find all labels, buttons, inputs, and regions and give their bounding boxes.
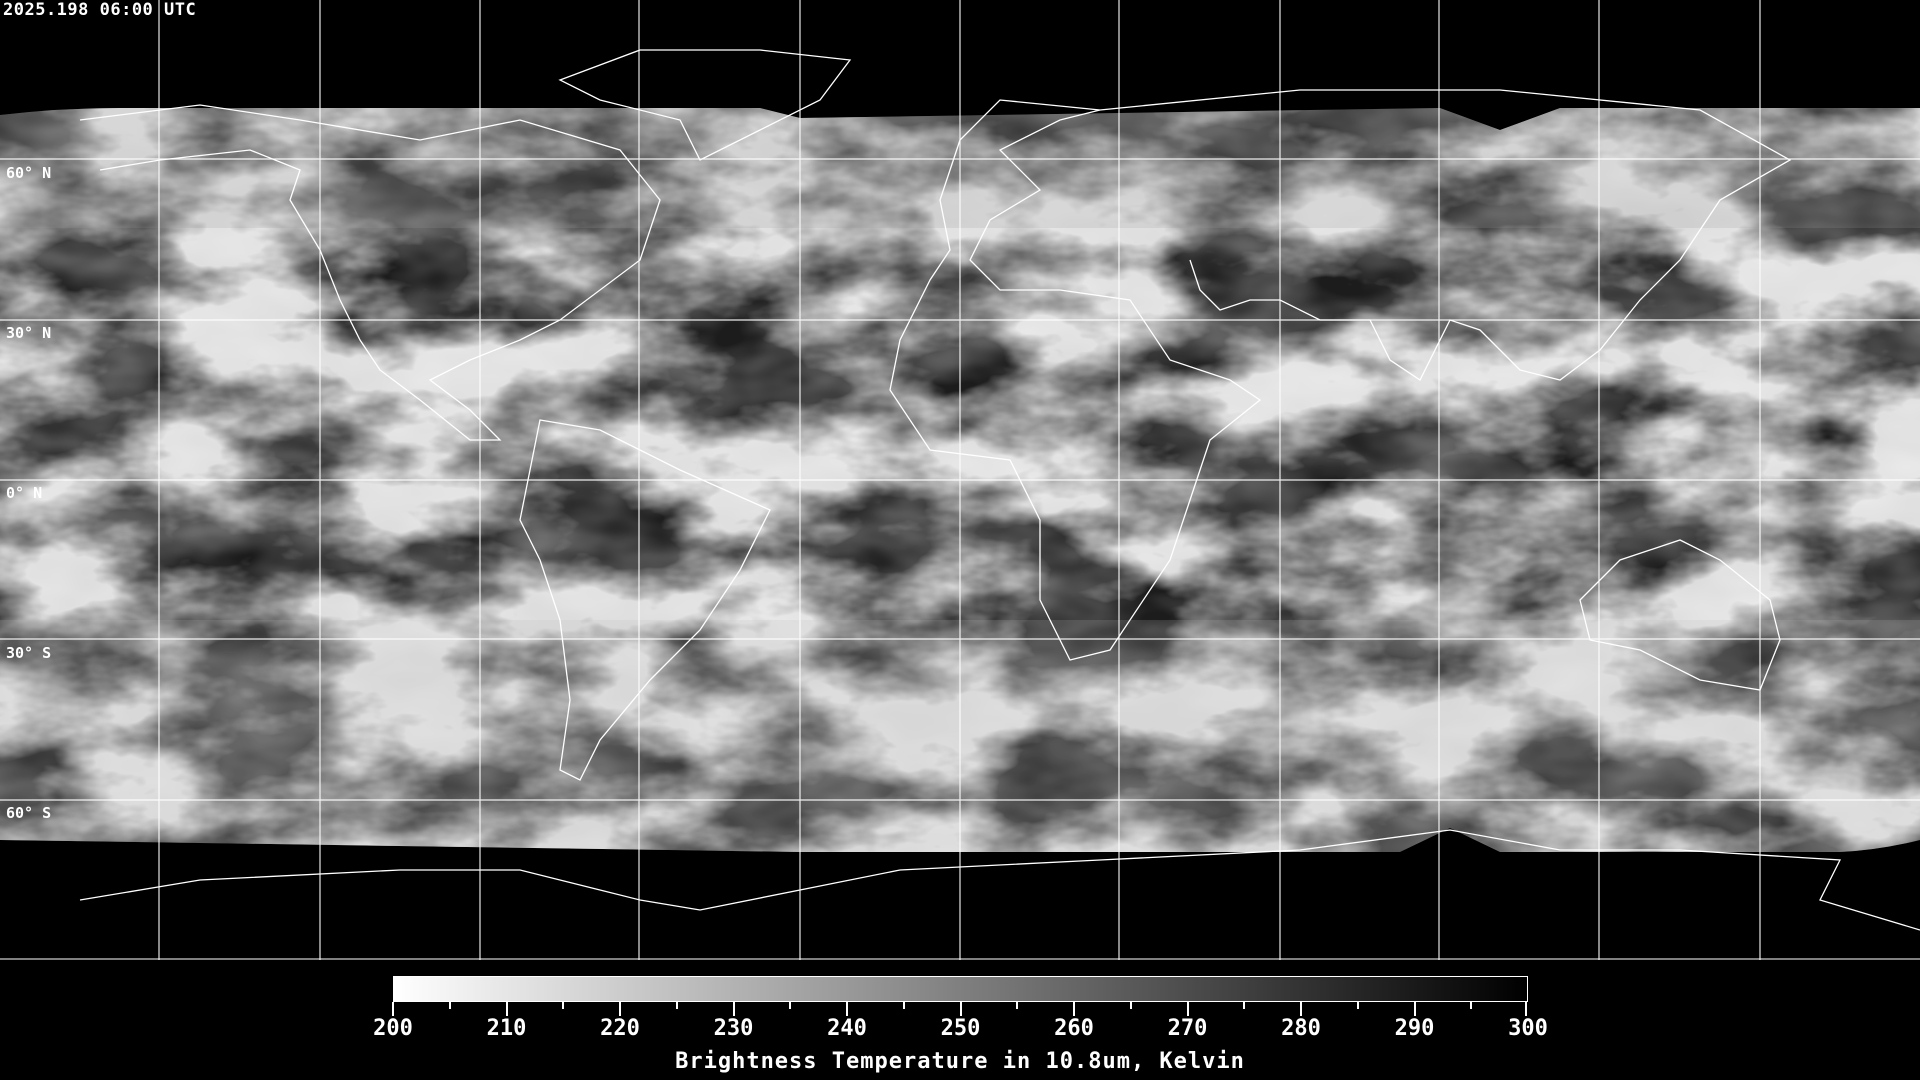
- colorbar-tick: [675, 1002, 678, 1009]
- timestamp: 2025.198 06:00 UTC: [3, 0, 197, 20]
- lat-label-0n: 0° N: [6, 484, 43, 502]
- colorbar-tick: [1016, 1002, 1019, 1009]
- colorbar-tick-label: 300: [1508, 1016, 1548, 1041]
- colorbar-tick: [1186, 1002, 1189, 1016]
- colorbar-tick-label: 260: [1054, 1016, 1094, 1041]
- colorbar-tick: [1356, 1002, 1359, 1009]
- colorbar-tick: [619, 1002, 621, 1016]
- colorbar-tick-label: 270: [1167, 1016, 1208, 1041]
- colorbar-tick: [392, 1002, 394, 1016]
- coast-greenland: [558, 49, 852, 161]
- satellite-map: [0, 0, 1920, 960]
- lat-label-60n: 60° N: [6, 164, 52, 182]
- lat-label-30n: 30° N: [6, 324, 52, 342]
- colorbar-tick: [1525, 1002, 1527, 1016]
- colorbar-tick: [732, 1002, 735, 1016]
- lat-label-30s: 30° S: [6, 644, 52, 662]
- colorbar-tick-label: 240: [827, 1016, 867, 1041]
- colorbar-tick-label: 210: [486, 1016, 527, 1041]
- coastlines: [79, 49, 1920, 931]
- colorbar-tick-label: 220: [600, 1016, 640, 1041]
- colorbar-tick: [1470, 1002, 1473, 1009]
- colorbar-tick-label: 200: [373, 1016, 413, 1041]
- colorbar-tick: [562, 1002, 565, 1009]
- colorbar-ticks: [392, 1002, 1528, 1016]
- coast-asia: [1099, 89, 1792, 381]
- colorbar-tick-label: 250: [940, 1016, 981, 1041]
- coast-antarctica: [79, 829, 1920, 931]
- colorbar-tick: [505, 1002, 508, 1016]
- coast-australia: [1579, 539, 1781, 691]
- colorbar-tick: [448, 1002, 451, 1009]
- colorbar-tick: [789, 1002, 792, 1009]
- colorbar-tick: [1413, 1002, 1416, 1016]
- lat-label-60s: 60° S: [6, 804, 52, 822]
- colorbar-tick: [959, 1002, 962, 1016]
- colorbar-tick-label: 280: [1281, 1016, 1321, 1041]
- coast-north-america: [79, 104, 661, 441]
- colorbar-tick: [846, 1002, 848, 1016]
- colorbar-tick: [1243, 1002, 1246, 1009]
- colorbar: [393, 976, 1528, 1002]
- colorbar-tick: [902, 1002, 905, 1009]
- colorbar-tick: [1073, 1002, 1075, 1016]
- coast-south-america: [519, 419, 771, 781]
- colorbar-tick-label: 290: [1394, 1016, 1435, 1041]
- colorbar-tick-label: 230: [713, 1016, 754, 1041]
- graticule: [0, 0, 1920, 960]
- colorbar-tick: [1300, 1002, 1302, 1016]
- colorbar-tick: [1129, 1002, 1132, 1009]
- colorbar-title: Brightness Temperature in 10.8um, Kelvin: [675, 1049, 1245, 1074]
- coast-europe-africa: [889, 99, 1262, 661]
